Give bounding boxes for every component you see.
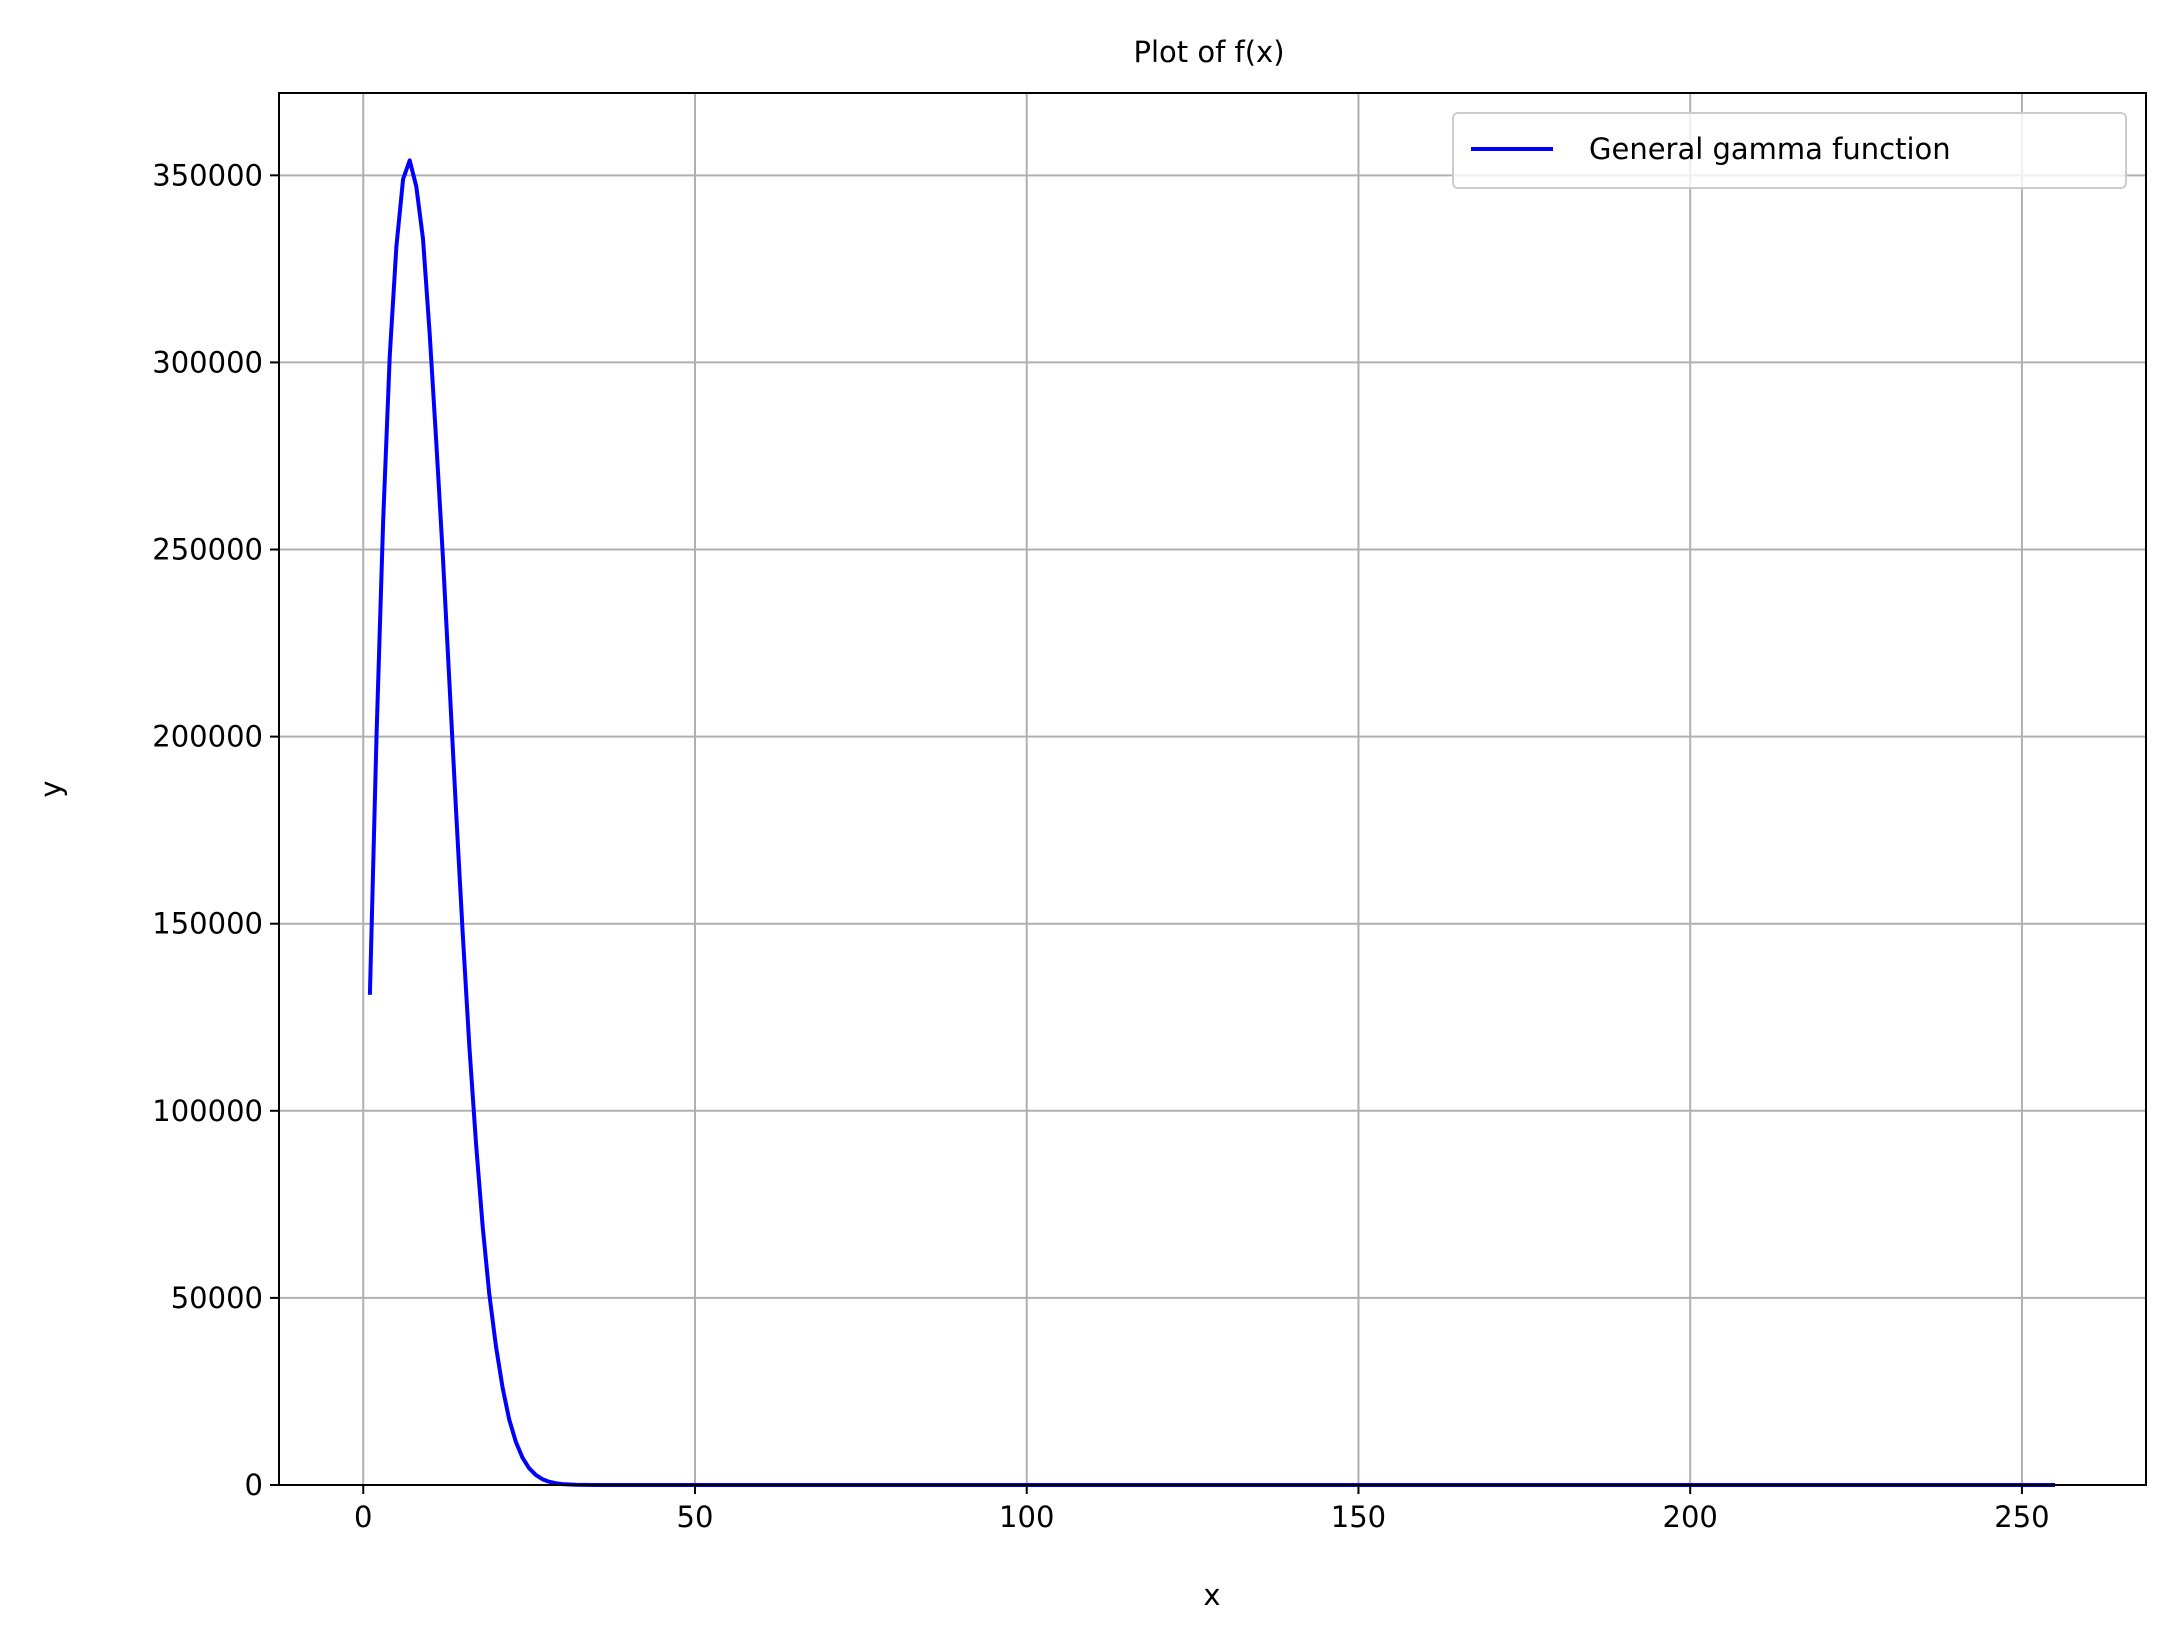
y-tick-label-4: 200000 xyxy=(152,720,263,754)
plot-area-frame xyxy=(278,92,2147,1486)
y-tick-label-7: 350000 xyxy=(152,158,263,192)
chart-title: Plot of f(x) xyxy=(1133,35,1284,69)
y-tick-label-0: 0 xyxy=(245,1468,263,1502)
ticks: 0 50 100 150 200 250 0 50000 100000 150000 200000 2… xyxy=(152,158,2049,1534)
y-tick-label-3: 150000 xyxy=(152,907,263,941)
y-tick-label-1: 50000 xyxy=(171,1281,263,1315)
y-tick-label-6: 300000 xyxy=(152,345,263,379)
x-tick-label-0: 0 xyxy=(354,1500,372,1534)
x-tick-label-3: 150 xyxy=(1331,1500,1386,1534)
y-axis-label: y xyxy=(34,780,68,797)
y-tick-label-5: 250000 xyxy=(152,533,263,567)
y-tick-label-2: 100000 xyxy=(152,1094,263,1128)
x-tick-label-5: 250 xyxy=(1994,1500,2049,1534)
legend-label: General gamma function xyxy=(1589,132,1951,166)
x-tick-label-1: 50 xyxy=(677,1500,714,1534)
legend: General gamma function xyxy=(1452,112,2127,189)
legend-box xyxy=(1452,112,2127,189)
x-tick-label-2: 100 xyxy=(999,1500,1054,1534)
x-tick-label-4: 200 xyxy=(1663,1500,1718,1534)
x-axis-label: x xyxy=(1203,1578,1220,1612)
